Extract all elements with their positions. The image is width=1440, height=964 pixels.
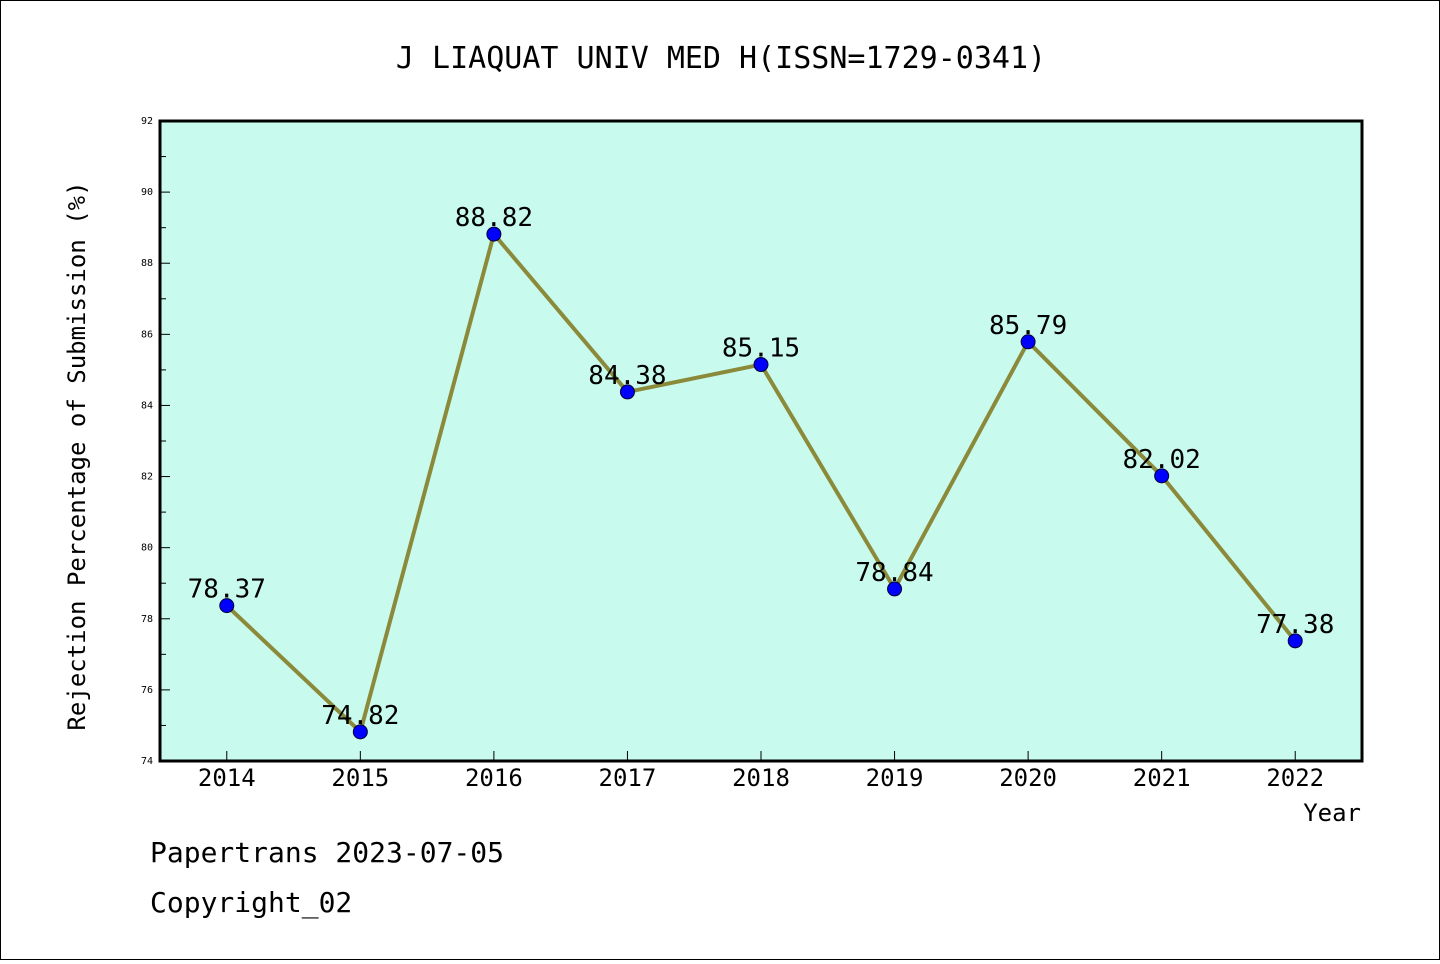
data-point — [486, 226, 502, 242]
y-tick-label: 76 — [141, 685, 153, 696]
data-point — [219, 598, 235, 614]
x-tick-label: 2020 — [999, 764, 1057, 792]
y-tick-label: 84 — [141, 400, 153, 411]
x-tick-label: 2015 — [331, 764, 389, 792]
y-axis: 74 76 78 80 82 84 86 88 90 92 — [141, 116, 170, 767]
y-tick-label: 86 — [141, 329, 153, 340]
y-tick-label: 90 — [141, 187, 153, 198]
data-label: 88.82 — [455, 203, 533, 233]
x-tick-label: 2018 — [732, 764, 790, 792]
data-label: 78.84 — [855, 558, 933, 588]
data-label: 84.38 — [588, 361, 666, 391]
data-label: 85.15 — [722, 334, 800, 364]
data-point — [1020, 334, 1036, 350]
data-point — [887, 581, 903, 597]
data-point — [1287, 633, 1303, 649]
y-axis-label: Rejection Percentage of Submission (%) — [63, 181, 91, 730]
data-label: 85.79 — [989, 311, 1067, 341]
y-tick-label: 78 — [141, 614, 153, 625]
y-tick-label: 92 — [141, 116, 153, 127]
x-axis: 2014 2015 2016 2017 2018 2019 2020 2021 2022 — [198, 751, 1324, 792]
x-tick-label: 2016 — [465, 764, 523, 792]
y-tick-label: 74 — [141, 756, 153, 767]
x-tick-label: 2017 — [599, 764, 657, 792]
data-point — [1154, 468, 1170, 484]
y-tick-label: 88 — [141, 258, 153, 269]
footer-copyright: Copyright_02 — [150, 886, 353, 919]
chart-title: J LIAQUAT UNIV MED H(ISSN=1729-0341) — [396, 41, 1046, 76]
x-tick-label: 2019 — [866, 764, 924, 792]
data-point — [619, 384, 635, 400]
y-tick-label: 80 — [141, 543, 153, 554]
plot-area — [158, 119, 1364, 763]
x-axis-label: Year — [1303, 799, 1361, 827]
data-label: 74.82 — [321, 701, 399, 731]
footer-date: Papertrans 2023-07-05 — [150, 836, 505, 869]
x-tick-label: 2022 — [1266, 764, 1324, 792]
y-tick-label: 82 — [141, 472, 153, 483]
data-label: 82.02 — [1123, 445, 1201, 475]
series-group: 78.37 74.82 88.82 84.38 85.15 78.84 85.79 82.02… — [188, 203, 1334, 740]
data-point — [352, 724, 368, 740]
data-point — [753, 357, 769, 373]
data-label: 77.38 — [1256, 610, 1334, 640]
x-tick-label: 2021 — [1133, 764, 1191, 792]
data-label: 78.37 — [188, 575, 266, 605]
x-tick-label: 2014 — [198, 764, 256, 792]
